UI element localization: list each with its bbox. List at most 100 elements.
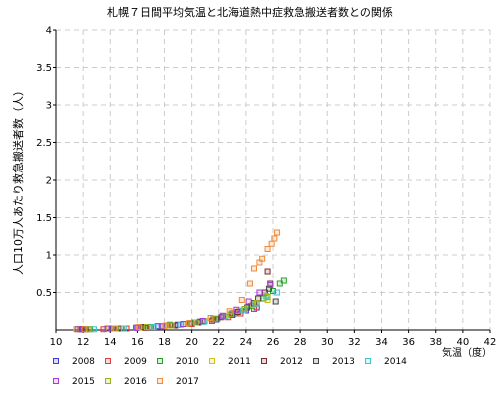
data-point-2016 [264,294,271,300]
x-tick-label: 26 [267,337,280,348]
legend-label: 2016 [124,377,147,387]
axes [53,29,491,333]
data-point-2017 [207,315,214,321]
legend-marker [53,358,59,364]
legend-marker [261,358,267,364]
data-point-2017 [185,320,192,327]
legend-marker [157,358,163,364]
data-point-2014 [240,307,247,314]
data-point-2015 [158,323,165,330]
legend-marker [209,358,215,364]
legend-marker [157,378,163,384]
y-tick-label: 3.5 [36,63,52,74]
data-point-2015 [233,306,240,313]
legend-item-2009: 2009 [105,357,147,367]
x-tick-label: 38 [429,337,442,348]
data-point-2017 [251,265,258,272]
x-tick-label: 10 [50,337,63,348]
data-point-2013 [272,298,279,305]
data-point-2015 [256,289,263,296]
data-point-2016 [143,324,150,330]
y-tick-label: 3 [46,101,52,112]
x-tick-label: 28 [294,337,307,348]
x-tick-label: 36 [402,337,415,348]
data-point-2017 [259,255,266,262]
data-point-2014 [120,325,127,332]
legend-label: 2009 [124,357,147,367]
y-tick-label: 0.5 [36,288,52,299]
data-point-2015 [199,318,206,324]
x-tick-label: 12 [77,337,90,348]
x-tick-label: 40 [457,337,470,348]
legend-item-2008: 2008 [53,357,95,367]
data-point-2015 [219,312,226,319]
y-axis-label: 人口10万人あたり救急搬送者数（人） [11,85,25,275]
data-point-2014 [200,318,207,325]
data-point-2017 [226,308,233,315]
legend-item-2012: 2012 [261,357,303,367]
data-point-2017 [246,280,253,287]
data-point-2010 [280,277,287,284]
data-point-2014 [90,326,97,333]
data-point-2015 [245,298,252,305]
data-point-2013 [139,324,146,330]
x-axis-label: 気温（度） [442,346,492,359]
data-point-2012 [264,268,271,275]
data-point-2015 [267,282,274,288]
y-tick-label: 4 [46,26,52,37]
data-point-2015 [104,325,111,332]
y-tick-label: 1.5 [36,213,52,224]
data-point-2017 [81,326,88,333]
legend-item-2016: 2016 [105,377,147,387]
data-point-2016 [253,300,260,306]
x-tick-labels: 10 12 14 16 18 20 22 24 26 28 30 32 34 36 38 40 42 [50,337,497,348]
legend-label: 2017 [176,377,199,387]
data-point-2017 [274,229,281,236]
data-point-2017 [135,324,142,330]
x-tick-label: 32 [348,337,361,348]
data-point-2017 [162,322,169,329]
legend-item-2014: 2014 [365,357,407,367]
legend-item-2017: 2017 [157,377,199,387]
legend-label: 2014 [384,357,407,367]
legend-item-2015: 2015 [53,377,95,387]
legend-marker [105,378,111,384]
data-point-2015 [180,321,187,327]
x-tick-label: 22 [212,337,225,348]
data-point-2014 [274,289,281,296]
y-tick-label: 2.5 [36,138,52,149]
y-tick-label: 2 [46,176,52,187]
data-point-2014 [252,300,259,307]
data-point-2012 [218,314,225,321]
data-point-2017 [111,325,118,332]
data-point-2016 [211,315,218,322]
legend: 2008 2009 2010 2011 2012 2013 2014 2015 2016 2017 [53,357,407,387]
x-tick-label: 30 [321,337,334,348]
legend-label: 2012 [280,357,303,367]
x-tick-label: 34 [375,337,388,348]
data-point-2016 [85,326,92,333]
legend-label: 2008 [72,357,95,367]
data-point-2017 [271,235,278,242]
x-tick-label: 16 [131,337,144,348]
data-point-2016 [168,322,175,329]
data-point-2016 [241,306,248,312]
x-tick-label: 18 [158,337,171,348]
x-tick-label: 24 [240,337,253,348]
x-tick-label: 20 [185,337,198,348]
data-point-2015 [74,326,81,333]
data-point-2008 [154,323,161,330]
data-point-2014 [150,324,157,330]
data-points [73,229,287,333]
data-point-2016 [192,319,199,326]
data-point-2017 [264,246,271,252]
data-point-2014 [263,293,270,300]
legend-item-2010: 2010 [157,357,199,367]
data-point-2017 [238,297,245,303]
legend-item-2013: 2013 [313,357,355,367]
legend-marker [365,358,371,364]
data-point-2017 [268,240,275,247]
x-tick-label: 14 [104,337,117,348]
legend-item-2011: 2011 [209,357,251,367]
